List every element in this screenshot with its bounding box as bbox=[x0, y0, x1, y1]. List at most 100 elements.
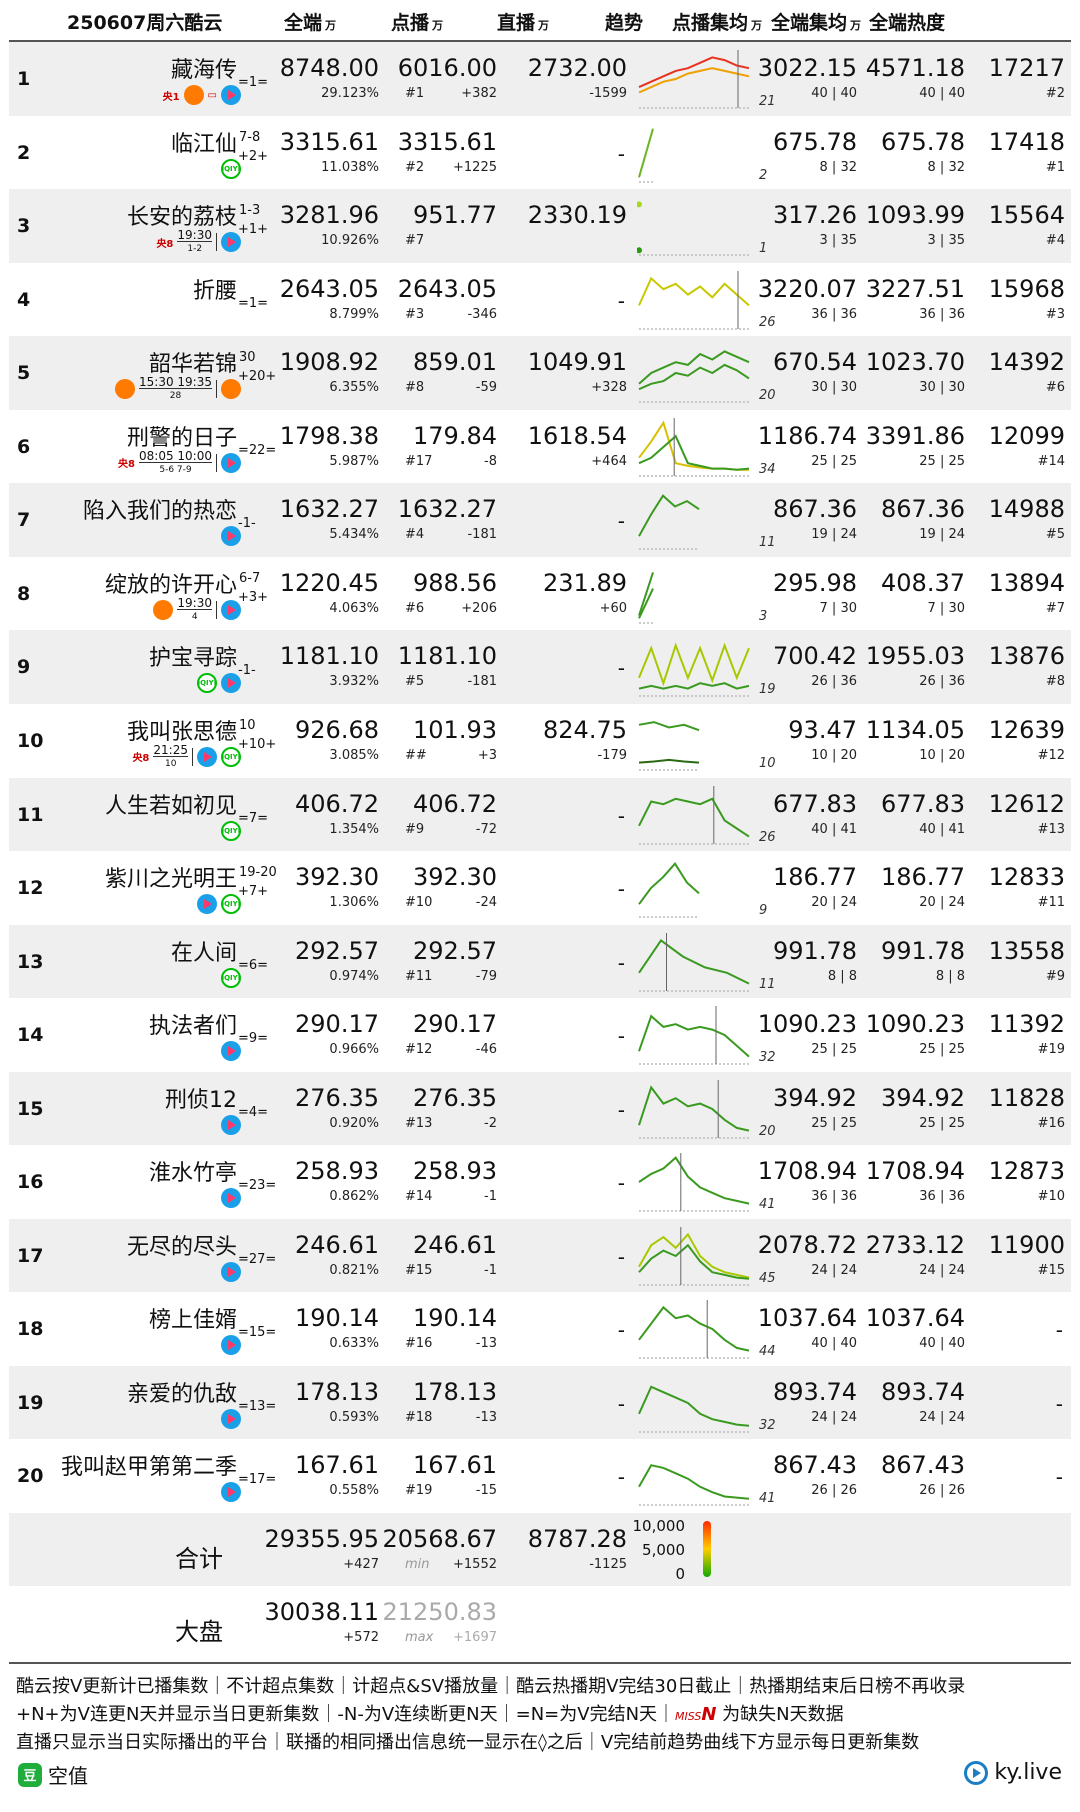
drama-title: 长安的荔枝 bbox=[126, 205, 237, 231]
heat-rank: #11 bbox=[1037, 895, 1065, 911]
trend-episode-count: 41 bbox=[759, 1197, 776, 1213]
all-avg-episodes: 26 | 36 bbox=[919, 674, 965, 690]
heat-value: 13558 bbox=[988, 936, 1065, 965]
trend-sparkline bbox=[638, 494, 700, 551]
drama-title: 藏海传 bbox=[170, 58, 237, 83]
share-percent: 0.558% bbox=[329, 1483, 379, 1499]
vod-avg-value: 317.26 bbox=[773, 201, 857, 230]
trend-line-vod bbox=[638, 1232, 750, 1279]
vod-avg-value: 295.98 bbox=[773, 568, 857, 597]
live-delta: +464 bbox=[591, 453, 627, 469]
trend-line-vod bbox=[638, 350, 750, 385]
all-platform-value: 1908.92 bbox=[279, 348, 379, 377]
vod-rank: #15 bbox=[405, 1262, 433, 1278]
table-row: 9 护宝寻踪 -1- iQIYI 1181.10 3.932% 1181.10 #5 -181 -… bbox=[9, 630, 1071, 704]
all-avg-value: 675.78 bbox=[881, 127, 965, 156]
all-platform-value: 246.61 bbox=[295, 1230, 379, 1259]
live-value: 2732.00 bbox=[527, 54, 627, 82]
vod-avg-episodes: 26 | 36 bbox=[811, 674, 857, 690]
drama-title: 韶华若锦 bbox=[148, 352, 237, 378]
trend-sparkline bbox=[638, 862, 700, 918]
table-row: 6 刑警的日子 =22= 央8 08:05 10:00 5-6 7-9 1798.38 5.9… bbox=[9, 410, 1071, 484]
rank-number: 15 bbox=[17, 1097, 44, 1120]
vod-rank: ## bbox=[405, 747, 427, 763]
update-status: +20+ bbox=[238, 369, 277, 385]
iqiyi-icon: iQIYI bbox=[221, 158, 241, 179]
vod-avg-value: 3022.15 bbox=[757, 54, 857, 82]
totals-live: 8787.28 bbox=[527, 1525, 627, 1553]
all-platform-value: 178.13 bbox=[295, 1377, 379, 1406]
vod-delta: -1 bbox=[484, 1262, 497, 1278]
heat-rank: #12 bbox=[1037, 747, 1065, 763]
update-status: =13= bbox=[238, 1398, 277, 1414]
heat-empty: - bbox=[1055, 1391, 1063, 1416]
live-empty: - bbox=[617, 509, 625, 534]
platform-separator bbox=[216, 233, 217, 252]
drama-title: 我叫赵甲第第二季 bbox=[60, 1455, 237, 1481]
heat-value: 15968 bbox=[988, 274, 1065, 303]
platform-icons: 央8 21:25 10 iQIYI bbox=[132, 744, 241, 769]
vod-avg-value: 991.78 bbox=[773, 936, 857, 965]
all-platform-value: 1220.45 bbox=[279, 568, 379, 597]
platform-icons bbox=[221, 1261, 241, 1283]
vod-rank: #2 bbox=[405, 159, 425, 175]
drama-title: 榜上佳婿 bbox=[148, 1308, 237, 1334]
update-status: =1= bbox=[238, 75, 269, 90]
cctv8-icon: 央8 bbox=[132, 753, 150, 765]
live-delta: +328 bbox=[591, 380, 627, 396]
douban-icon: 豆 bbox=[18, 1762, 42, 1787]
vod-avg-episodes: 26 | 26 bbox=[811, 1483, 857, 1499]
table-row: 8 绽放的许开心 6-7 +3+ 19:30 4 1220.45 4.063% 988.56 #6… bbox=[9, 557, 1071, 631]
vod-avg-value: 893.74 bbox=[773, 1377, 857, 1406]
trend-episode-count: 11 bbox=[759, 976, 776, 992]
vod-avg-value: 1186.74 bbox=[757, 421, 857, 450]
share-percent: 11.038% bbox=[321, 159, 379, 175]
vod-value: 246.61 bbox=[413, 1230, 497, 1259]
rank-number: 1 bbox=[17, 68, 31, 90]
update-status: -1- bbox=[238, 516, 256, 532]
kylive-play-icon bbox=[964, 1760, 989, 1785]
heat-value: 15564 bbox=[988, 201, 1065, 230]
vod-avg-value: 186.77 bbox=[773, 863, 857, 892]
heat-empty: - bbox=[1055, 1318, 1063, 1343]
vod-value: 290.17 bbox=[413, 1010, 497, 1039]
drama-title: 刑侦12 bbox=[165, 1087, 237, 1113]
all-avg-value: 1023.70 bbox=[865, 348, 965, 377]
vod-delta: +382 bbox=[461, 86, 497, 101]
drama-title: 陷入我们的热恋 bbox=[82, 499, 237, 525]
live-value: 824.75 bbox=[543, 715, 627, 744]
all-avg-episodes: 3 | 35 bbox=[927, 233, 965, 249]
rank-number: 7 bbox=[17, 509, 31, 532]
trend-episode-count: 32 bbox=[759, 1417, 776, 1433]
youku-icon bbox=[221, 1408, 241, 1429]
rank-number: 3 bbox=[17, 215, 31, 238]
youku-icon bbox=[221, 85, 241, 105]
drama-title: 折腰 bbox=[192, 278, 237, 304]
broadcast-time: 08:05 10:00 5-6 7-9 bbox=[139, 448, 212, 475]
vod-rank: #6 bbox=[405, 600, 425, 616]
update-status: =17= bbox=[238, 1472, 277, 1488]
cctv8-icon: 央8 bbox=[156, 238, 174, 250]
hunan-tv-icon bbox=[115, 379, 136, 400]
totals-vod-delta: +1552 bbox=[453, 1557, 497, 1572]
heat-rank: #8 bbox=[1045, 674, 1065, 690]
table-row: 2 临江仙 7-8 +2+ iQIYI 3315.61 11.038% 3315.61 #2 +1… bbox=[9, 116, 1071, 190]
trend-sparkline bbox=[638, 417, 750, 477]
heat-value: 17217 bbox=[988, 54, 1065, 82]
share-percent: 1.354% bbox=[329, 821, 379, 837]
vod-avg-value: 670.54 bbox=[773, 348, 857, 377]
kylive-brand[interactable]: ky.live bbox=[964, 1760, 1062, 1785]
trend-line-vod bbox=[638, 721, 700, 732]
trend-line-vod bbox=[638, 1385, 750, 1427]
trend-sparkline bbox=[638, 642, 750, 698]
heat-value: 12099 bbox=[988, 421, 1065, 450]
trend-episode-count: 2 bbox=[759, 167, 768, 183]
live-empty: - bbox=[617, 1465, 625, 1490]
all-platform-value: 2643.05 bbox=[279, 274, 379, 303]
vod-avg-episodes: 20 | 24 bbox=[811, 895, 857, 911]
market-all-delta: +572 bbox=[343, 1630, 379, 1645]
all-avg-episodes: 10 | 20 bbox=[919, 747, 965, 763]
share-percent: 0.966% bbox=[329, 1042, 379, 1058]
trend-line-vod bbox=[638, 862, 700, 905]
market-label: 大盘 bbox=[175, 1618, 223, 1646]
